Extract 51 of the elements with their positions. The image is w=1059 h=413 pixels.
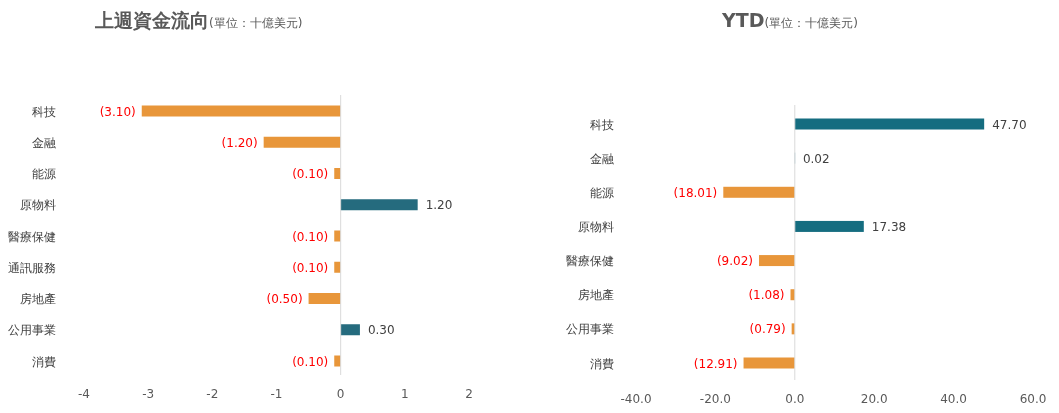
data-label: 1.20 — [425, 198, 453, 213]
x-tick-label: 0 — [336, 387, 345, 401]
chart-subtitle: (單位：十億美元) — [764, 16, 858, 30]
y-tick-label: 消費 — [32, 354, 56, 369]
x-tick-label: 20.0 — [860, 392, 888, 406]
y-tick-label: 公用事業 — [8, 323, 56, 338]
data-label: (0.79) — [749, 322, 786, 337]
data-label: (0.10) — [292, 167, 329, 181]
data-label: (0.10) — [292, 260, 329, 275]
x-tick-label: 60.0 — [1019, 392, 1047, 406]
data-label: (0.50) — [266, 292, 303, 306]
data-label: (1.20) — [221, 135, 258, 150]
data-label: (3.10) — [99, 104, 136, 119]
data-label: 47.70 — [992, 117, 1027, 132]
x-tick-label: -2 — [206, 387, 219, 401]
y-tick-label: 房地產 — [20, 292, 56, 306]
y-tick-label: 房地產 — [578, 288, 614, 303]
data-label: (1.08) — [748, 288, 785, 303]
y-tick-label: 通訊服務 — [8, 260, 56, 275]
data-label: 17.38 — [871, 219, 907, 234]
data-label: (0.10) — [292, 354, 329, 369]
chart-subtitle: (單位：十億美元) — [209, 16, 303, 30]
x-tick-label: 0.0 — [785, 392, 805, 406]
x-tick-label: -3 — [142, 387, 155, 401]
chart-title: YTD — [721, 9, 765, 31]
y-tick-label: 醫療保健 — [8, 229, 56, 244]
data-label: (9.02) — [716, 254, 753, 269]
x-tick-label: 40.0 — [940, 392, 967, 406]
data-label: (0.10) — [292, 229, 329, 244]
data-label: 0.02 — [802, 151, 830, 166]
y-tick-label: 科技 — [32, 104, 56, 119]
y-tick-label: 金融 — [590, 151, 614, 166]
data-label: (18.01) — [673, 185, 718, 200]
x-tick-label: -40.0 — [620, 392, 652, 406]
y-tick-label: 消費 — [590, 356, 614, 371]
data-label: 0.30 — [367, 323, 395, 338]
y-tick-label: 能源 — [32, 167, 56, 181]
x-tick-label: -4 — [78, 387, 90, 401]
x-tick-label: -1 — [270, 387, 283, 401]
data-label: (12.91) — [693, 356, 738, 371]
y-tick-label: 科技 — [590, 117, 614, 132]
y-tick-label: 公用事業 — [566, 322, 614, 337]
y-tick-label: 原物料 — [578, 219, 614, 234]
y-tick-label: 醫療保健 — [566, 254, 614, 269]
y-tick-label: 能源 — [590, 185, 614, 200]
chart-title: 上週資金流向 — [94, 9, 209, 31]
y-tick-label: 原物料 — [20, 198, 56, 213]
x-tick-label: 1 — [401, 387, 409, 401]
x-tick-label: -20.0 — [699, 392, 731, 406]
x-tick-label: 2 — [465, 387, 473, 401]
y-tick-label: 金融 — [32, 135, 56, 150]
